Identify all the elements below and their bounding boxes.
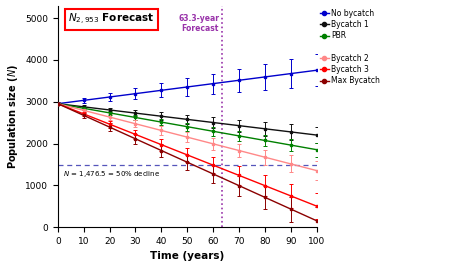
Text: 63.3-year
Forecast: 63.3-year Forecast bbox=[178, 14, 219, 33]
Legend: No bycatch, Bycatch 1, PBR, , Bycatch 2, Bycatch 3, Max Bycatch: No bycatch, Bycatch 1, PBR, , Bycatch 2,… bbox=[317, 6, 383, 88]
X-axis label: Time (years): Time (years) bbox=[150, 252, 224, 261]
Text: $N$ = 1,476.5 = 50% decline: $N$ = 1,476.5 = 50% decline bbox=[63, 170, 160, 179]
Y-axis label: Population size ($N$): Population size ($N$) bbox=[6, 64, 19, 169]
Text: $N_{2,953}$ Forecast: $N_{2,953}$ Forecast bbox=[68, 12, 155, 27]
